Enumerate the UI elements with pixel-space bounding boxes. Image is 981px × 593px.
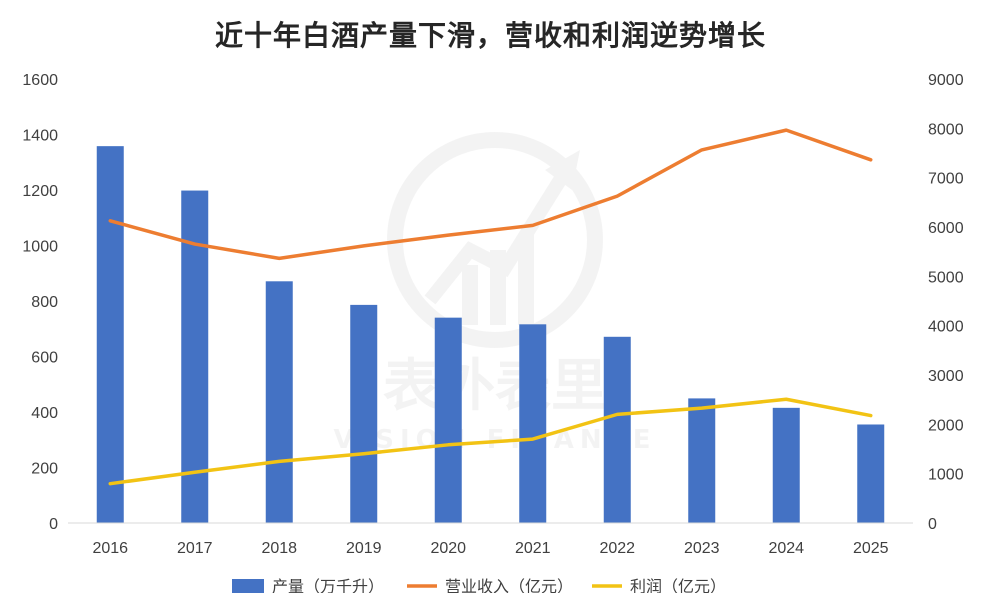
bar-2025 xyxy=(857,424,885,523)
left-tick-label: 800 xyxy=(31,294,58,311)
watermark-logo xyxy=(387,132,603,348)
right-tick-label: 2000 xyxy=(928,417,964,434)
left-tick-label: 400 xyxy=(31,405,58,422)
left-tick-label: 1600 xyxy=(22,72,58,89)
x-axis: 2016 2017 2018 2019 2020 2021 2022 2023 2024 2025 xyxy=(92,540,888,557)
bar-2022 xyxy=(603,336,631,523)
x-tick-label: 2023 xyxy=(684,540,720,557)
series-line-2 xyxy=(108,397,873,486)
x-tick-label: 2022 xyxy=(599,540,635,557)
left-tick-label: 0 xyxy=(49,516,58,533)
left-tick-label: 200 xyxy=(31,461,58,478)
right-tick-label: 0 xyxy=(928,516,937,533)
left-axis: 0 200 400 600 800 1000 1200 1400 1600 xyxy=(22,72,58,533)
x-tick-label: 2024 xyxy=(768,540,804,557)
legend-label-1: 营业收入（亿元） xyxy=(445,577,573,593)
x-tick-label: 2021 xyxy=(515,540,551,557)
bar-2024 xyxy=(772,407,800,523)
bar-2016 xyxy=(96,146,124,523)
bar-2021 xyxy=(519,324,547,523)
bar-2018 xyxy=(265,281,293,523)
line-series xyxy=(108,128,873,486)
right-axis: 0 1000 2000 3000 4000 5000 6000 7000 8000 9000 xyxy=(928,72,964,533)
x-tick-label: 2025 xyxy=(853,540,889,557)
x-tick-label: 2018 xyxy=(261,540,297,557)
left-tick-label: 1200 xyxy=(22,183,58,200)
right-tick-label: 5000 xyxy=(928,269,964,286)
right-tick-label: 4000 xyxy=(928,319,964,336)
legend-swatch-0 xyxy=(232,579,264,593)
right-tick-label: 9000 xyxy=(928,72,964,89)
x-tick-label: 2019 xyxy=(346,540,382,557)
bar-2023 xyxy=(688,398,716,523)
left-tick-label: 1000 xyxy=(22,239,58,256)
bar-2019 xyxy=(350,304,378,523)
x-tick-label: 2017 xyxy=(177,540,213,557)
bar-2020 xyxy=(434,317,462,523)
legend: 产量（万千升） 营业收入（亿元） 利润（亿元） xyxy=(232,577,726,593)
x-tick-label: 2016 xyxy=(92,540,128,557)
x-tick-label: 2020 xyxy=(430,540,466,557)
legend-label-2: 利润（亿元） xyxy=(630,577,726,593)
series-line-1 xyxy=(108,128,873,261)
right-tick-label: 3000 xyxy=(928,368,964,385)
right-tick-label: 7000 xyxy=(928,171,964,188)
chart-title: 近十年白酒产量下滑，营收和利润逆势增长 xyxy=(214,19,766,52)
right-tick-label: 6000 xyxy=(928,220,964,237)
legend-label-0: 产量（万千升） xyxy=(272,577,384,593)
right-tick-label: 8000 xyxy=(928,121,964,138)
watermark-text: 表外表里 xyxy=(383,354,607,419)
right-tick-label: 1000 xyxy=(928,467,964,484)
left-tick-label: 1400 xyxy=(22,128,58,145)
left-tick-label: 600 xyxy=(31,350,58,367)
